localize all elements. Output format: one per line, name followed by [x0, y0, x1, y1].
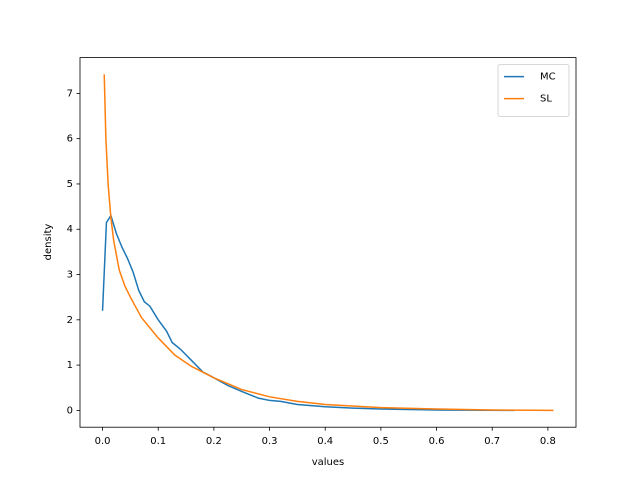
line-series	[103, 74, 554, 412]
legend-box	[497, 64, 570, 117]
x-tick-label: 0.4	[317, 436, 333, 447]
y-tick-label: 5	[67, 179, 73, 190]
x-tick-label: 0.1	[150, 436, 166, 447]
x-tick-label: 0.7	[484, 436, 500, 447]
x-tick-label: 0.6	[429, 436, 445, 447]
x-tick-label: 0.3	[262, 436, 278, 447]
legend-label: SL	[540, 94, 552, 105]
axes-frame	[79, 57, 577, 428]
y-tick-label: 7	[67, 88, 73, 99]
line-series	[101, 213, 515, 412]
y-tick-label: 0	[67, 405, 73, 416]
y-tick-label: 1	[67, 360, 73, 371]
y-axis-label: density	[43, 224, 54, 261]
x-tick-label: 0.8	[540, 436, 556, 447]
y-tick-label: 2	[67, 315, 73, 326]
y-tick-label: 6	[67, 134, 73, 145]
x-tick-label: 0.5	[373, 436, 389, 447]
y-tick-label: 4	[67, 224, 73, 235]
x-tick-label: 0.2	[206, 436, 222, 447]
y-tick-label: 3	[67, 270, 73, 281]
x-tick-label: 0.0	[95, 436, 111, 447]
x-axis-label: values	[312, 457, 345, 468]
legend-label: MC	[540, 72, 556, 83]
